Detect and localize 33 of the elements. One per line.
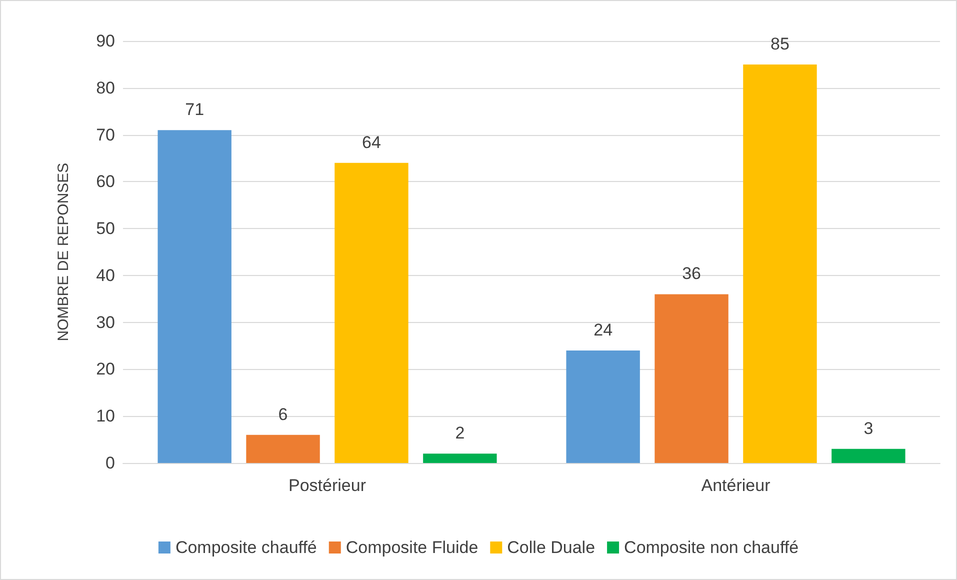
y-tick-label: 60 — [96, 172, 115, 192]
legend-label: Colle Duale — [507, 538, 596, 557]
legend-label: Composite Fluide — [346, 538, 478, 557]
data-label: 6 — [278, 404, 288, 424]
data-label: 36 — [682, 264, 701, 284]
data-label: 85 — [770, 34, 790, 54]
bar — [158, 130, 232, 463]
legend-label: Composite non chauffé — [624, 538, 799, 557]
y-tick-label: 20 — [96, 360, 115, 379]
y-tick-label: 40 — [96, 266, 115, 285]
data-label: 2 — [455, 424, 465, 443]
bar — [334, 162, 408, 463]
y-tick-label: 30 — [96, 312, 115, 332]
y-tick-label: 50 — [96, 219, 115, 238]
y-tick-label: 10 — [96, 406, 115, 426]
bar — [743, 64, 817, 463]
bar — [423, 454, 497, 463]
data-label: 64 — [362, 132, 381, 152]
data-label: 3 — [864, 418, 874, 438]
bar — [566, 350, 640, 463]
legend-label: Composite chauffé — [175, 538, 317, 557]
bar — [832, 448, 906, 463]
bar — [246, 434, 320, 463]
y-tick-label: 80 — [96, 78, 115, 98]
y-tick-label: 0 — [106, 454, 115, 472]
y-tick-label: 90 — [96, 32, 115, 50]
data-label: 24 — [594, 320, 613, 340]
x-tick-label: Postérieur — [288, 476, 366, 495]
x-tick-label: Antérieur — [701, 476, 771, 495]
bar — [654, 294, 728, 463]
y-axis-title: NOMBRE DE REPONSES — [55, 162, 72, 342]
y-tick-label: 70 — [96, 125, 115, 144]
data-label: 71 — [185, 100, 204, 120]
